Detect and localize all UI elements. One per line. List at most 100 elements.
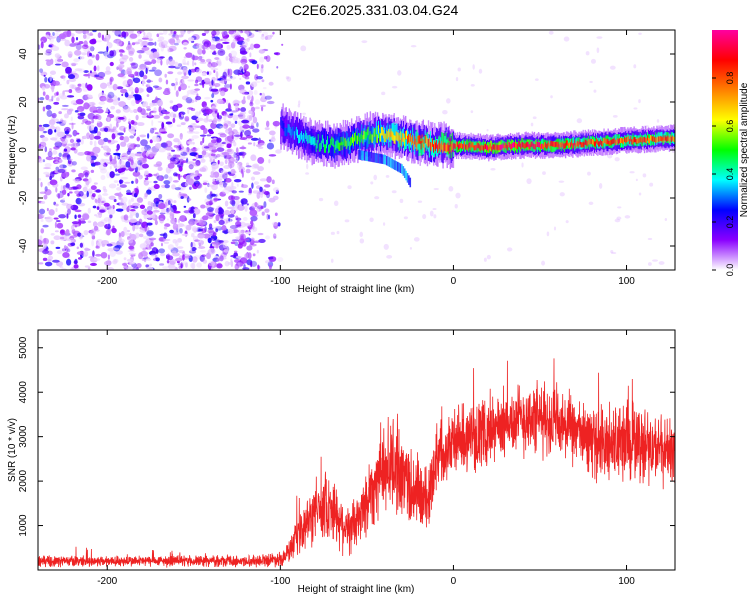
spectrogram-cell	[176, 124, 182, 127]
spectrogram-cell	[187, 126, 191, 129]
spectrogram-ridge-cell	[429, 131, 432, 149]
spectrogram-cell	[344, 219, 350, 223]
spectrogram-ridge-cell	[550, 140, 552, 152]
spectrogram-cell	[256, 122, 259, 128]
spectrogram-cell	[155, 201, 159, 207]
spectrogram-cell	[167, 71, 174, 75]
spectrogram-ridge-cell	[343, 139, 346, 157]
spectrogram-cell	[172, 252, 180, 257]
spectrogram-cell	[173, 42, 179, 46]
spectrogram-ridge-cell	[626, 136, 628, 143]
spectrogram-cell	[44, 76, 48, 83]
spectrogram-cell	[225, 99, 229, 105]
spectrogram-cell	[52, 259, 60, 263]
spectrogram-ridge-cell	[321, 134, 324, 144]
spectrogram-cell	[68, 89, 73, 94]
spectrogram-ridge-cell	[665, 136, 668, 143]
spectrogram-branch-cell	[362, 150, 364, 161]
spectrogram-cell	[143, 32, 146, 36]
spectrogram-cell	[173, 144, 179, 148]
spectrogram-cell	[530, 122, 534, 127]
spectrogram-cell	[67, 74, 76, 80]
spectrogram-cell	[54, 53, 61, 59]
spectrogram-ridge-cell	[549, 143, 551, 149]
spectrogram-cell	[629, 171, 635, 174]
spectrogram-cell	[187, 85, 191, 88]
spectrogram-cell	[167, 200, 171, 206]
spectrogram-ridge-cell	[535, 141, 538, 148]
spectrogram-cell	[210, 88, 219, 92]
spectrogram-cell	[185, 224, 192, 231]
spectrogram-cell	[59, 95, 68, 100]
spectrogram-cell	[125, 68, 132, 75]
spectrogram-ridge-cell	[354, 132, 356, 142]
spectrogram-ridge-cell	[475, 144, 477, 151]
spectrogram-ridge-cell	[361, 128, 363, 156]
spectrogram-cell	[258, 63, 261, 69]
spectrogram-cell	[171, 82, 176, 87]
spectrogram-cell	[107, 139, 112, 143]
spectrogram-ridge-cell	[650, 135, 652, 146]
spectrogram-cell	[186, 99, 195, 104]
spectrogram-ridge-cell	[532, 143, 535, 149]
spectrogram-ridge-cell	[666, 135, 669, 141]
spectrogram-cell	[245, 81, 251, 85]
spectrogram-cell	[146, 41, 155, 46]
spectrogram-cell	[120, 176, 129, 180]
spectrogram-ridge-cell	[627, 136, 629, 142]
spectrogram-cell	[238, 190, 244, 193]
spectrogram-cell	[137, 106, 143, 113]
spectrogram-cell	[610, 250, 614, 254]
spectrogram-cell	[228, 76, 237, 80]
spectrogram-cell	[130, 197, 134, 203]
spectrogram-ridge-cell	[393, 135, 395, 144]
spectrogram-cell	[187, 79, 195, 82]
spectrogram-branch-cell	[372, 152, 374, 163]
spectrogram-cell	[202, 215, 209, 221]
spectrogram-branch-cell	[394, 160, 396, 170]
spectrogram-cell	[130, 159, 134, 166]
spectrogram-cell	[161, 208, 167, 214]
spectrogram-cell	[252, 128, 260, 133]
spectrogram-cell	[107, 91, 115, 99]
spectrogram-cell	[109, 154, 113, 162]
spectrogram-ridge-cell	[668, 137, 671, 143]
spectrogram-cell	[128, 118, 131, 122]
x-tick-label: 100	[618, 576, 635, 587]
spectrogram-cell	[103, 202, 110, 207]
spectrogram-cell	[120, 88, 128, 94]
spectrogram-ridge-cell	[403, 137, 406, 147]
spectrogram-cell	[166, 218, 169, 221]
spectrogram-cell	[208, 223, 213, 229]
spectrogram-ridge-cell	[353, 137, 355, 146]
spectrogram-cell	[254, 201, 258, 208]
spectrogram-ridge-cell	[380, 133, 382, 142]
spectrogram-cell	[607, 153, 613, 159]
spectrogram-cell	[202, 137, 205, 144]
spectrogram-cell	[229, 113, 233, 116]
spectrogram-ridge-cell	[460, 143, 462, 149]
spectrogram-cell	[330, 231, 335, 235]
spectrogram-cell	[208, 200, 213, 206]
spectrogram-ridge-cell	[571, 140, 573, 146]
spectrogram-cell	[53, 32, 60, 38]
spectrogram-branch-cell	[380, 154, 382, 164]
spectrogram-cell	[96, 106, 103, 109]
spectrogram-cell	[361, 40, 368, 44]
spectrogram-cell	[221, 30, 228, 36]
spectrogram-cell	[81, 122, 84, 125]
spectrogram-cell	[135, 232, 140, 239]
spectrogram-cell	[159, 129, 167, 132]
spectrogram-cell	[56, 192, 64, 199]
spectrogram-ridge-cell	[356, 135, 358, 144]
spectrogram-cell	[281, 43, 284, 46]
spectrogram-cell	[150, 201, 153, 209]
spectrogram-cell	[226, 73, 232, 77]
spectrogram-cell	[187, 37, 195, 42]
spectrogram-cell	[237, 204, 245, 211]
spectrogram-cell	[170, 203, 173, 208]
spectrogram-ridge-cell	[491, 146, 493, 152]
spectrogram-cell	[192, 59, 195, 67]
spectrogram-cell	[75, 87, 83, 93]
spectrogram-cell	[446, 98, 451, 104]
